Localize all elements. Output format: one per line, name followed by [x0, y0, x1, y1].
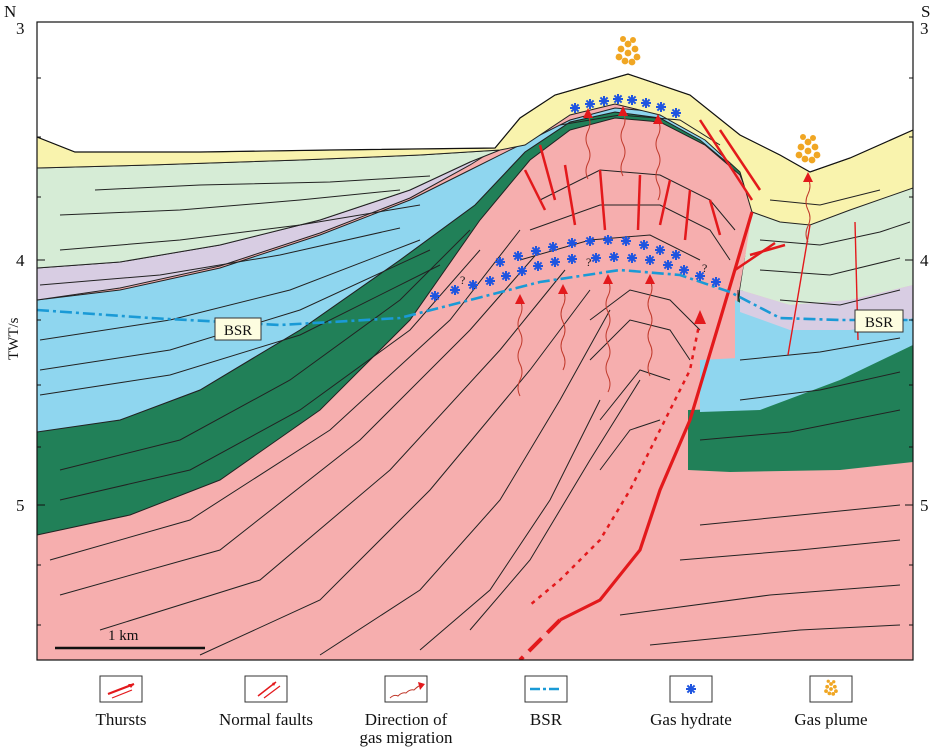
- tick-label-4-left: 4: [16, 251, 25, 270]
- legend-bsr-label: BSR: [529, 710, 563, 729]
- axis-ticks: [37, 21, 913, 626]
- legend-normal-faults-symbol: [244, 675, 288, 703]
- water-column: [37, 22, 913, 172]
- strata: [37, 22, 913, 660]
- question-mark: ?: [586, 255, 591, 269]
- uncertainty-markers: ? ? ?: [460, 255, 707, 287]
- tick-label-5-right: 5: [920, 496, 929, 515]
- legend-thrusts-label: Thursts: [95, 710, 147, 729]
- legend-gas-plume-symbol: [809, 675, 853, 703]
- compass-north: N: [4, 2, 16, 21]
- gas-migration-lines: [517, 111, 811, 397]
- blue-right-lower: [700, 325, 913, 412]
- legend-gas-hydrate-symbol: [669, 675, 713, 703]
- seafloor-line: [37, 73, 913, 173]
- bsr-label-left: BSR: [214, 317, 262, 341]
- legend-gas-migration-label-line1: Direction of: [364, 710, 448, 729]
- scale-bar: 1 km: [55, 628, 205, 650]
- legend-normal-faults-label: Normal faults: [219, 710, 313, 729]
- tick-label-3-right: 3: [920, 19, 929, 38]
- light-green-right: [740, 188, 913, 305]
- bsr-label-right-text: BSR: [865, 315, 893, 331]
- dark-green-right: [688, 345, 913, 472]
- legend-gas-migration-label-line2: gas migration: [359, 728, 453, 747]
- question-mark: ?: [460, 273, 465, 287]
- question-mark: ?: [702, 261, 707, 275]
- legend-bsr-symbol: [524, 675, 568, 703]
- migration-arrowheads: [515, 106, 813, 324]
- bsr-label-left-text: BSR: [224, 323, 252, 339]
- axis-label-twt: TWT/s: [6, 317, 22, 360]
- tick-label-4-right: 4: [920, 251, 929, 270]
- thrust-fault-dashed: [518, 618, 562, 660]
- bsr-label-right: BSR: [854, 309, 904, 333]
- plot-frame: [36, 21, 914, 661]
- legend-gas-hydrate-label: Gas hydrate: [650, 710, 732, 729]
- tick-label-5-left: 5: [16, 496, 25, 515]
- bsr-line: [36, 268, 913, 327]
- legend-gas-migration-symbol: [384, 675, 428, 703]
- faults: [518, 119, 859, 660]
- compass-south: S: [921, 2, 930, 21]
- gas-migration-dotted: [529, 319, 702, 606]
- scale-bar-label: 1 km: [108, 628, 139, 644]
- main-thrust-fault: [559, 211, 754, 622]
- legend-thrusts-symbol: [99, 675, 143, 703]
- legend-gas-plume-label: Gas plume: [794, 710, 868, 729]
- tick-label-3-left: 3: [16, 19, 25, 38]
- pink-right-bottom: [665, 462, 913, 660]
